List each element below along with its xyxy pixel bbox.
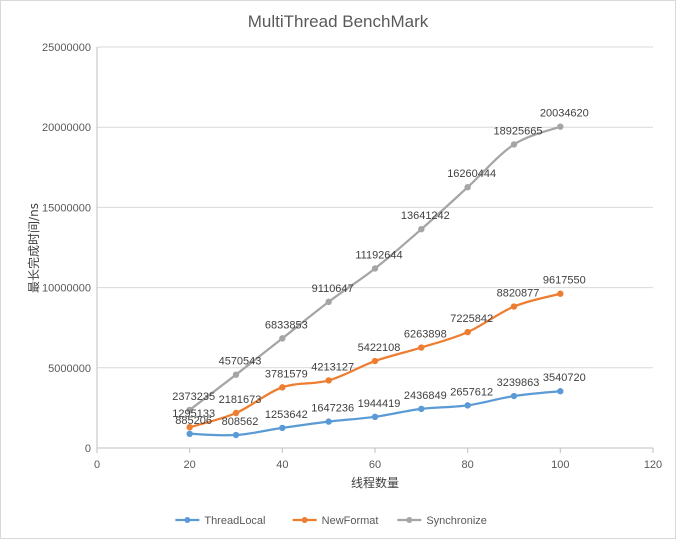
chart-title: MultiThread BenchMark <box>248 12 429 31</box>
data-point-threadlocal <box>418 405 425 413</box>
legend-label-threadlocal: ThreadLocal <box>204 515 265 527</box>
data-label-newformat: 7225842 <box>450 313 493 325</box>
data-point-synchronize <box>186 406 193 414</box>
legend-label-synchronize: Synchronize <box>426 515 487 527</box>
data-point-threadlocal <box>557 388 564 395</box>
data-label-synchronize: 16260444 <box>447 168 496 180</box>
data-point-newformat <box>325 377 332 384</box>
data-label-synchronize: 2373235 <box>172 391 215 403</box>
data-point-threadlocal <box>464 402 471 409</box>
y-tick-label: 25000000 <box>42 42 91 54</box>
data-point-synchronize <box>279 335 286 342</box>
data-label-threadlocal: 2657612 <box>450 386 493 398</box>
y-tick-label: 15000000 <box>42 202 91 214</box>
legend: ThreadLocal NewFormat Synchronize <box>175 515 487 527</box>
data-point-threadlocal <box>279 424 286 432</box>
data-label-threadlocal: 885206 <box>175 415 212 427</box>
data-point-newformat <box>371 357 379 365</box>
data-label-threadlocal: 3239863 <box>497 377 540 389</box>
legend-marker-threadlocal <box>184 517 191 523</box>
data-label-newformat: 8820877 <box>497 288 540 300</box>
data-label-synchronize: 13641242 <box>401 210 450 222</box>
y-axis-title: 最长完成时间/ns <box>26 203 41 293</box>
data-label-newformat: 1295133 <box>172 408 215 420</box>
axes: 0 5000000 10000000 15000000 20000000 25000000… <box>42 42 662 471</box>
data-point-synchronize <box>325 298 332 306</box>
data-point-newformat <box>186 424 193 431</box>
y-tick-label: 10000000 <box>42 283 91 295</box>
data-label-newformat: 3781579 <box>265 368 308 380</box>
data-point-threadlocal <box>232 431 240 439</box>
x-tick-label: 20 <box>184 459 196 471</box>
data-label-synchronize: 9110647 <box>312 283 354 295</box>
gridlines <box>97 46 653 369</box>
data-point-newformat <box>279 384 286 391</box>
data-label-newformat: 5422108 <box>358 342 401 354</box>
data-label-synchronize: 20034620 <box>540 108 589 120</box>
data-label-newformat: 6263898 <box>404 329 447 341</box>
data-point-synchronize <box>371 265 379 272</box>
data-label-threadlocal: 1647236 <box>311 403 354 415</box>
data-label-synchronize: 4570543 <box>219 356 262 368</box>
data-label-newformat: 4213127 <box>311 361 354 373</box>
data-point-newformat <box>557 290 564 297</box>
data-point-newformat <box>232 409 240 417</box>
x-tick-label: 100 <box>551 459 569 471</box>
y-tick-label: 5000000 <box>48 363 91 375</box>
x-tick-label: 0 <box>94 459 100 471</box>
data-label-synchronize: 18925665 <box>494 125 543 137</box>
data-point-synchronize <box>557 123 564 130</box>
data-label-threadlocal: 1944419 <box>358 398 401 410</box>
data-point-newformat <box>418 344 425 351</box>
legend-marker-newformat <box>301 517 308 523</box>
x-axis-title: 线程数量 <box>351 475 399 490</box>
data-point-synchronize <box>464 183 471 191</box>
data-point-synchronize <box>510 141 518 148</box>
data-label-synchronize: 6833853 <box>265 319 308 331</box>
data-point-newformat <box>464 328 471 336</box>
data-point-synchronize <box>418 225 425 233</box>
data-label-threadlocal: 1253642 <box>265 409 308 421</box>
x-tick-label: 60 <box>369 459 381 471</box>
data-point-threadlocal <box>186 430 193 438</box>
legend-item-threadlocal: ThreadLocal <box>175 515 266 527</box>
x-tick-label: 120 <box>644 459 662 471</box>
legend-label-newformat: NewFormat <box>322 515 379 527</box>
data-label-newformat: 9617550 <box>543 275 586 287</box>
legend-item-newformat: NewFormat <box>292 515 379 527</box>
series-layer <box>186 123 564 439</box>
y-tick-label: 0 <box>85 443 91 455</box>
legend-item-synchronize: Synchronize <box>397 515 487 527</box>
data-point-newformat <box>510 303 518 310</box>
data-label-synchronize: 11192644 <box>355 249 402 261</box>
data-point-threadlocal <box>325 418 332 425</box>
data-label-newformat: 2181673 <box>219 394 262 406</box>
y-tick-label: 20000000 <box>42 122 91 134</box>
data-point-threadlocal <box>510 392 518 400</box>
x-tick-label: 40 <box>276 459 288 471</box>
data-label-threadlocal: 2436849 <box>404 390 447 402</box>
data-point-threadlocal <box>371 413 379 421</box>
data-label-threadlocal: 3540720 <box>543 372 586 384</box>
data-label-threadlocal: 808562 <box>222 416 259 428</box>
x-tick-label: 80 <box>462 459 474 471</box>
data-point-synchronize <box>232 371 240 378</box>
legend-marker-synchronize <box>406 517 413 523</box>
